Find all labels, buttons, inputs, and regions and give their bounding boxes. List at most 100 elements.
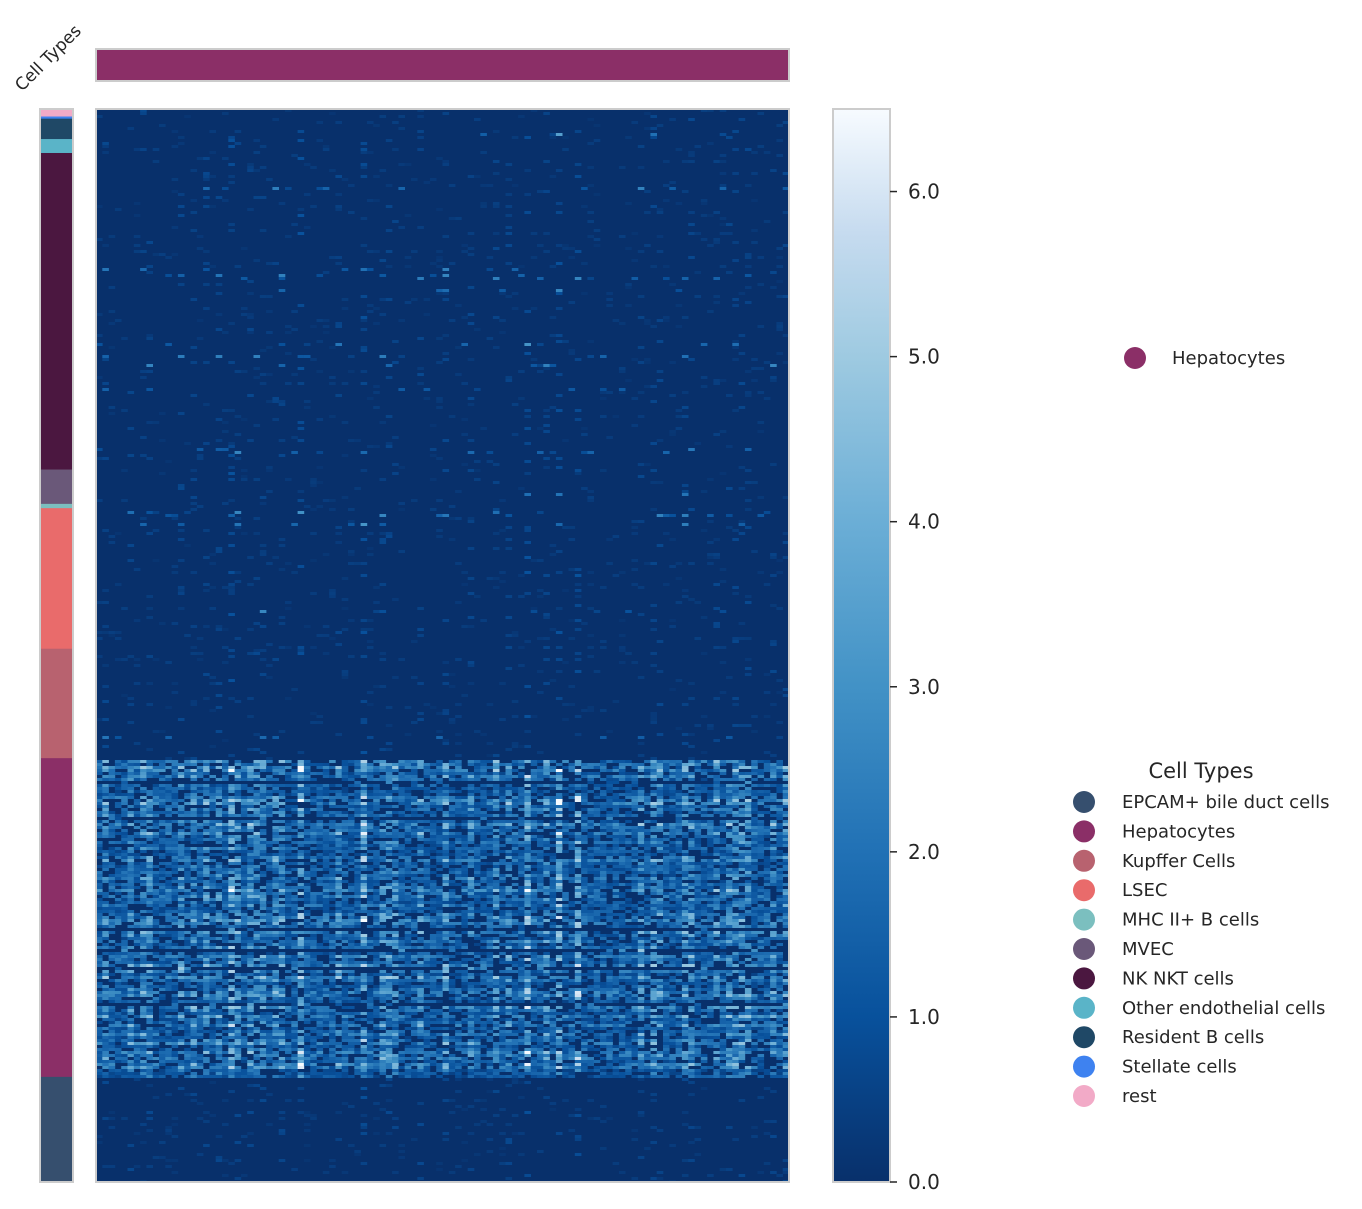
heatmap-cell	[215, 847, 223, 850]
heatmap-cell	[776, 790, 783, 793]
heatmap-cell	[240, 811, 248, 814]
heatmap-cell	[524, 169, 531, 172]
heatmap-cell	[222, 763, 229, 766]
heatmap-cell	[524, 808, 531, 811]
heatmap-cell	[335, 772, 342, 775]
heatmap-cell	[467, 313, 475, 316]
heatmap-cell	[121, 853, 128, 856]
heatmap-cell	[568, 388, 576, 391]
heatmap-cell	[744, 826, 752, 829]
heatmap-cell	[757, 760, 765, 763]
heatmap-cell	[455, 658, 462, 661]
heatmap-cell	[625, 283, 632, 286]
heatmap-cell	[114, 583, 122, 586]
heatmap-cell	[373, 406, 380, 409]
heatmap-cell	[404, 256, 412, 259]
heatmap-cell	[127, 871, 135, 874]
heatmap-cell	[366, 628, 374, 631]
heatmap-cell	[511, 307, 519, 310]
heatmap-cell	[681, 523, 689, 526]
heatmap-cell	[146, 859, 153, 862]
heatmap-cell	[474, 118, 481, 121]
heatmap-cell	[732, 763, 739, 766]
heatmap-cell	[631, 832, 639, 835]
heatmap-cell	[461, 343, 468, 346]
heatmap-cell	[429, 886, 437, 889]
heatmap-cell	[751, 856, 758, 859]
heatmap-cell	[543, 637, 550, 640]
heatmap-cell	[209, 880, 216, 883]
heatmap-cell	[184, 862, 191, 865]
heatmap-cell	[455, 715, 462, 718]
heatmap-cell	[480, 802, 487, 805]
heatmap-cell	[574, 595, 582, 598]
heatmap-cell	[776, 826, 783, 829]
heatmap-cell	[303, 871, 311, 874]
heatmap-cell	[177, 772, 185, 775]
heatmap-cell	[102, 244, 109, 247]
heatmap-cell	[278, 826, 286, 829]
heatmap-cell	[177, 811, 185, 814]
heatmap-cell	[713, 766, 720, 769]
heatmap-cell	[385, 793, 393, 796]
heatmap-cell	[240, 313, 248, 316]
heatmap-cell	[121, 802, 128, 805]
heatmap-cell	[417, 829, 424, 832]
heatmap-cell	[568, 880, 576, 883]
heatmap-cell	[537, 190, 544, 193]
heatmap-cell	[499, 874, 506, 877]
heatmap-cell	[146, 862, 153, 865]
heatmap-cell	[537, 811, 544, 814]
heatmap-cell	[732, 856, 739, 859]
heatmap-cell	[744, 883, 752, 886]
heatmap-cell	[675, 850, 683, 853]
heatmap-cell	[322, 499, 330, 502]
heatmap-cell	[385, 832, 393, 835]
heatmap-cell	[133, 250, 141, 253]
heatmap-cell	[196, 772, 204, 775]
heatmap-cell	[562, 871, 569, 874]
heatmap-cell	[688, 865, 695, 868]
heatmap-cell	[404, 760, 412, 763]
heatmap-cell	[423, 811, 431, 814]
heatmap-cell	[133, 760, 141, 763]
heatmap-cell	[404, 787, 412, 790]
heatmap-cell	[184, 787, 191, 790]
heatmap-cell	[770, 640, 777, 643]
heatmap-cell	[127, 793, 135, 796]
heatmap-cell	[228, 613, 235, 616]
heatmap-cell	[776, 841, 783, 844]
heatmap-cell	[650, 841, 657, 844]
heatmap-cell	[726, 850, 733, 853]
heatmap-cell	[650, 325, 657, 328]
heatmap-cell	[133, 847, 141, 850]
heatmap-cell	[505, 769, 513, 772]
heatmap-cell	[574, 760, 582, 763]
heatmap-cell	[681, 766, 689, 769]
heatmap-cell	[757, 814, 765, 817]
heatmap-cell	[738, 466, 746, 469]
heatmap-cell	[127, 763, 135, 766]
heatmap-cell	[429, 856, 437, 859]
heatmap-cell	[266, 757, 273, 760]
heatmap-cell	[618, 322, 626, 325]
heatmap-cell	[348, 847, 355, 850]
heatmap-cell	[278, 766, 286, 769]
heatmap-cell	[96, 334, 103, 337]
heatmap-cell	[177, 283, 185, 286]
heatmap-cell	[436, 208, 443, 211]
heatmap-cell	[240, 475, 248, 478]
heatmap-cell	[606, 784, 613, 787]
heatmap-cell	[782, 868, 789, 871]
heatmap-cell	[360, 877, 368, 880]
heatmap-cell	[555, 493, 563, 496]
heatmap-cell	[354, 826, 361, 829]
heatmap-cell	[537, 670, 544, 673]
heatmap-cell	[379, 763, 387, 766]
heatmap-cell	[442, 619, 450, 622]
heatmap-cell	[511, 883, 519, 886]
heatmap-cell	[272, 418, 279, 421]
heatmap-cell	[341, 178, 349, 181]
heatmap-cell	[751, 229, 758, 232]
heatmap-cell	[366, 826, 374, 829]
